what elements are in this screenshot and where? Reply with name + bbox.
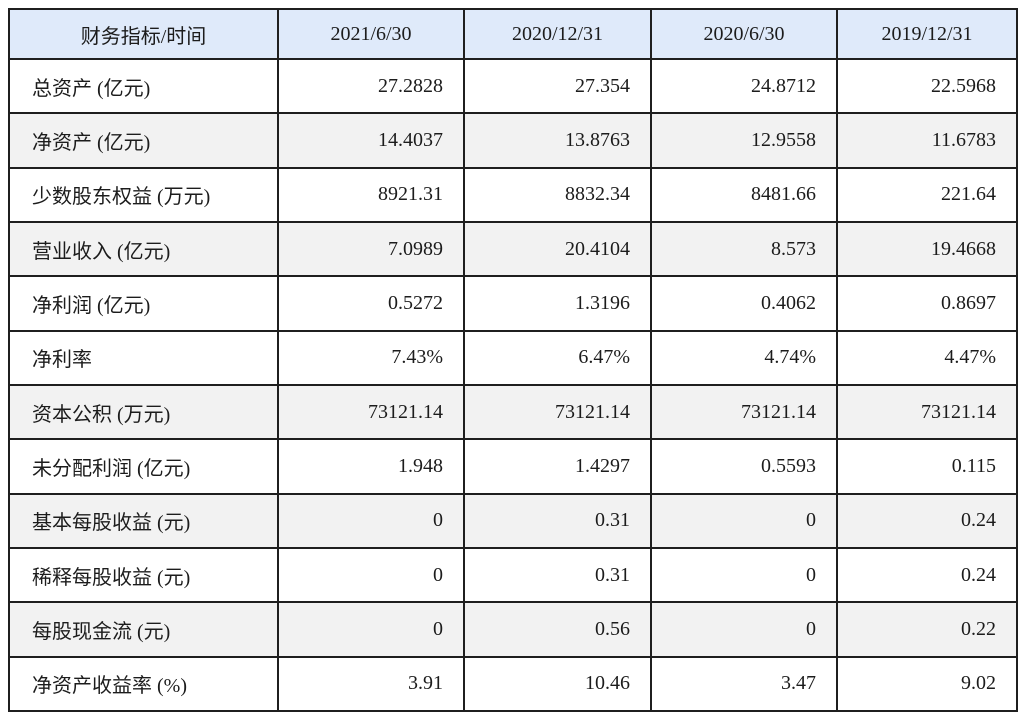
- row-value: 10.46: [463, 655, 652, 713]
- row-value: 0: [277, 492, 465, 549]
- row-value: 0.31: [463, 492, 652, 549]
- row-value: 3.47: [650, 655, 838, 713]
- row-value: 0.8697: [836, 275, 1018, 332]
- row-value: 24.8712: [650, 57, 838, 115]
- table-row: 净利润 (亿元) 0.5272 1.3196 0.4062 0.8697: [8, 275, 1018, 332]
- row-label: 净资产 (亿元): [8, 112, 279, 169]
- row-value: 11.6783: [836, 112, 1018, 169]
- header-row: 财务指标/时间 2021/6/30 2020/12/31 2020/6/30 2…: [8, 8, 1018, 60]
- table-row: 净利率 7.43% 6.47% 4.74% 4.47%: [8, 329, 1018, 386]
- row-value: 0.4062: [650, 275, 838, 332]
- row-value: 0: [277, 601, 465, 658]
- row-value: 8921.31: [277, 166, 465, 223]
- row-value: 0.5593: [650, 438, 838, 495]
- row-value: 0.115: [836, 438, 1018, 495]
- row-value: 73121.14: [463, 383, 652, 441]
- row-label: 净利率: [8, 329, 279, 386]
- row-label: 总资产 (亿元): [8, 57, 279, 115]
- row-value: 1.4297: [463, 438, 652, 495]
- table-row: 营业收入 (亿元) 7.0989 20.4104 8.573 19.4668: [8, 220, 1018, 278]
- row-label: 净资产收益率 (%): [8, 655, 279, 713]
- row-value: 22.5968: [836, 57, 1018, 115]
- row-value: 3.91: [277, 655, 465, 713]
- row-value: 20.4104: [463, 220, 652, 278]
- row-value: 221.64: [836, 166, 1018, 223]
- row-label: 每股现金流 (元): [8, 601, 279, 658]
- row-value: 6.47%: [463, 329, 652, 386]
- row-label: 资本公积 (万元): [8, 383, 279, 441]
- row-value: 8481.66: [650, 166, 838, 223]
- header-cell-date-2: 2020/12/31: [463, 8, 652, 60]
- financial-indicators-table-container: 财务指标/时间 2021/6/30 2020/12/31 2020/6/30 2…: [8, 8, 1018, 713]
- row-value: 13.8763: [463, 112, 652, 169]
- row-value: 0: [650, 601, 838, 658]
- row-label: 营业收入 (亿元): [8, 220, 279, 278]
- row-value: 12.9558: [650, 112, 838, 169]
- row-label: 少数股东权益 (万元): [8, 166, 279, 223]
- row-value: 4.74%: [650, 329, 838, 386]
- row-value: 73121.14: [277, 383, 465, 441]
- row-value: 0.5272: [277, 275, 465, 332]
- row-value: 1.3196: [463, 275, 652, 332]
- table-row: 少数股东权益 (万元) 8921.31 8832.34 8481.66 221.64: [8, 166, 1018, 223]
- row-value: 4.47%: [836, 329, 1018, 386]
- row-value: 8832.34: [463, 166, 652, 223]
- row-value: 0: [650, 492, 838, 549]
- row-value: 73121.14: [650, 383, 838, 441]
- table-row: 稀释每股收益 (元) 0 0.31 0 0.24: [8, 546, 1018, 604]
- table-row: 资本公积 (万元) 73121.14 73121.14 73121.14 73121.1…: [8, 383, 1018, 441]
- row-value: 27.354: [463, 57, 652, 115]
- header-cell-indicator: 财务指标/时间: [8, 8, 279, 60]
- header-cell-date-1: 2021/6/30: [277, 8, 465, 60]
- row-value: 7.43%: [277, 329, 465, 386]
- row-value: 19.4668: [836, 220, 1018, 278]
- row-label: 未分配利润 (亿元): [8, 438, 279, 495]
- table-row: 每股现金流 (元) 0 0.56 0 0.22: [8, 601, 1018, 658]
- row-value: 14.4037: [277, 112, 465, 169]
- row-value: 7.0989: [277, 220, 465, 278]
- row-value: 0.24: [836, 492, 1018, 549]
- table-row: 净资产 (亿元) 14.4037 13.8763 12.9558 11.6783: [8, 112, 1018, 169]
- table-row: 净资产收益率 (%) 3.91 10.46 3.47 9.02: [8, 655, 1018, 713]
- row-label: 基本每股收益 (元): [8, 492, 279, 549]
- row-value: 9.02: [836, 655, 1018, 713]
- row-value: 8.573: [650, 220, 838, 278]
- row-value: 0.31: [463, 546, 652, 604]
- row-value: 0: [650, 546, 838, 604]
- row-value: 0.24: [836, 546, 1018, 604]
- row-label: 净利润 (亿元): [8, 275, 279, 332]
- row-value: 0.56: [463, 601, 652, 658]
- header-cell-date-4: 2019/12/31: [836, 8, 1018, 60]
- row-value: 0: [277, 546, 465, 604]
- table-row: 未分配利润 (亿元) 1.948 1.4297 0.5593 0.115: [8, 438, 1018, 495]
- header-cell-date-3: 2020/6/30: [650, 8, 838, 60]
- row-value: 73121.14: [836, 383, 1018, 441]
- row-value: 1.948: [277, 438, 465, 495]
- row-value: 0.22: [836, 601, 1018, 658]
- table-row: 总资产 (亿元) 27.2828 27.354 24.8712 22.5968: [8, 57, 1018, 115]
- row-value: 27.2828: [277, 57, 465, 115]
- row-label: 稀释每股收益 (元): [8, 546, 279, 604]
- financial-indicators-table: 财务指标/时间 2021/6/30 2020/12/31 2020/6/30 2…: [8, 8, 1018, 713]
- table-row: 基本每股收益 (元) 0 0.31 0 0.24: [8, 492, 1018, 549]
